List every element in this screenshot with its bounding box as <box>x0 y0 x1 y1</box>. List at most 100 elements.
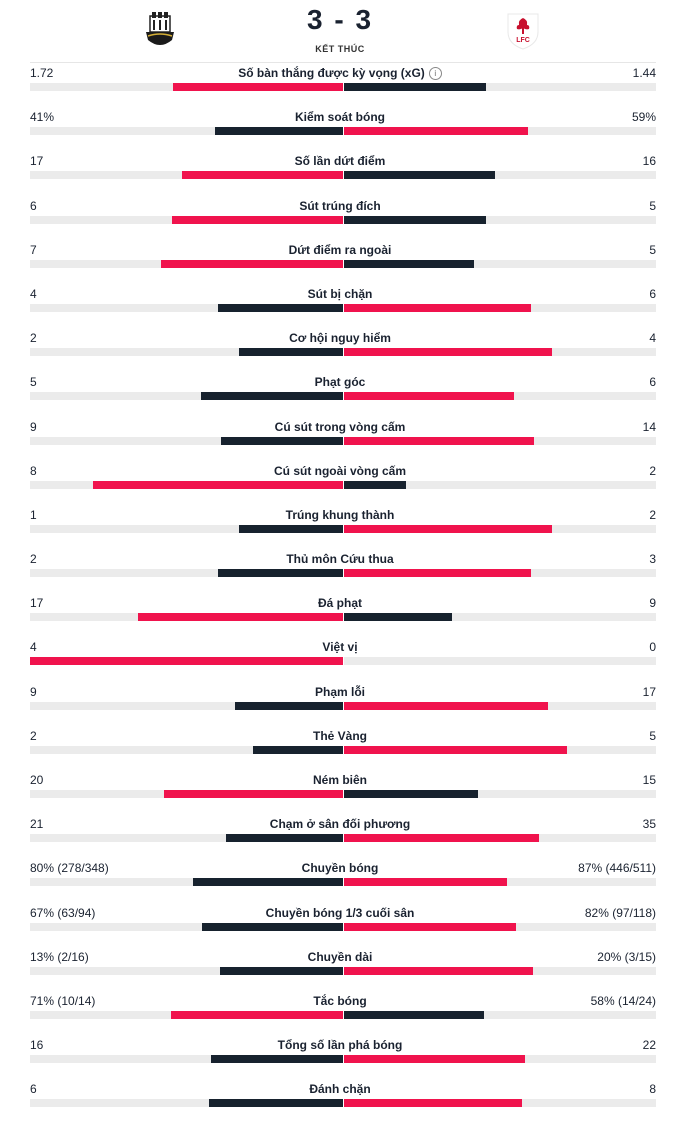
away-bar-track <box>344 922 656 931</box>
home-value: 20 <box>30 773 44 787</box>
home-bar-fill <box>200 392 343 401</box>
stat-label-text: Đánh chặn <box>309 1082 371 1097</box>
home-bar-track <box>30 834 343 843</box>
away-bar-fill <box>344 701 549 710</box>
stat-row: 17 Số lần dứt điểm 16 <box>0 152 680 196</box>
home-bar-track <box>30 524 343 533</box>
away-value: 87% (446/511) <box>578 861 656 876</box>
stat-label-text: Ném biên <box>312 773 367 787</box>
away-bar-track <box>344 436 656 445</box>
away-bar-fill <box>344 348 553 357</box>
home-bar-fill <box>92 480 343 489</box>
away-bar-fill <box>344 127 529 136</box>
stat-label: Đánh chặn <box>140 1082 540 1096</box>
home-value: 1.72 <box>30 66 54 80</box>
stat-label-text: Sút bị chặn <box>307 286 373 301</box>
home-value: 1 <box>30 507 37 522</box>
home-bar-track <box>30 569 343 578</box>
away-bar-fill <box>344 83 487 91</box>
stat-row: 8 Cú sút ngoài vòng cấm 2 <box>0 462 680 506</box>
stat-row: 1 Trúng khung thành 2 <box>0 506 680 550</box>
away-bar-track <box>344 127 656 136</box>
away-bar-fill <box>344 878 507 887</box>
stat-label: Cơ hội nguy hiểm <box>140 331 540 345</box>
stat-row: 6 Đánh chặn 8 <box>0 1080 680 1124</box>
stat-label-text: Cú sút ngoài vòng cấm <box>273 463 406 478</box>
away-bar-fill <box>344 303 532 312</box>
away-bar-fill <box>344 436 534 445</box>
away-value: 14 <box>642 419 656 434</box>
home-value: 8 <box>30 463 37 478</box>
home-value: 9 <box>30 684 37 699</box>
home-value: 4 <box>30 640 37 655</box>
away-value: 58% (14/24) <box>590 993 656 1008</box>
home-bar-fill <box>172 83 343 91</box>
away-value: 4 <box>649 331 656 346</box>
away-bar-track <box>344 171 656 180</box>
home-bar-track <box>30 790 343 798</box>
liverpool-crest-text: LFC <box>516 37 530 44</box>
away-value: 16 <box>642 154 656 169</box>
away-value: 3 <box>649 552 656 567</box>
stat-row: 5 Phạt góc 6 <box>0 373 680 417</box>
stat-row: 6 Sút trúng đích 5 <box>0 197 680 241</box>
home-value: 67% (63/94) <box>30 905 96 920</box>
home-value: 17 <box>30 596 44 611</box>
away-bar-fill <box>344 613 452 622</box>
stat-label: Tổng số lần phá bóng <box>140 1038 540 1052</box>
home-bar-track <box>30 701 343 710</box>
home-bar-fill <box>208 1099 343 1108</box>
home-bar-fill <box>202 922 343 931</box>
away-bar-track <box>344 392 656 401</box>
stat-label-text: Chuyền bóng <box>301 861 379 876</box>
stat-row: 41% Kiểm soát bóng 59% <box>0 108 680 152</box>
stat-row: 21 Chạm ở sân đối phương 35 <box>0 815 680 859</box>
stat-label-text: Thẻ Vàng <box>312 728 367 743</box>
away-value: 82% (97/118) <box>584 905 656 920</box>
home-value: 6 <box>30 198 37 213</box>
home-bar-track <box>30 966 343 975</box>
away-bar-track <box>344 745 656 754</box>
home-bar-track <box>30 480 343 489</box>
home-bar-track <box>30 878 343 887</box>
info-icon[interactable]: i <box>428 67 442 80</box>
stat-row: 9 Cú sút trong vòng cấm 14 <box>0 418 680 462</box>
away-value: 17 <box>642 684 656 699</box>
header-divider <box>30 62 656 63</box>
away-bar-track <box>344 83 656 91</box>
home-bar-fill <box>30 657 343 666</box>
stat-row: 4 Việt vị 0 <box>0 638 680 682</box>
stat-label-text: Chuyền bóng 1/3 cuối sân <box>265 905 415 920</box>
stat-label-text: Tổng số lần phá bóng <box>277 1038 403 1053</box>
away-value: 20% (3/15) <box>597 949 656 964</box>
away-bar-track <box>344 259 656 268</box>
stat-row: 16 Tổng số lần phá bóng 22 <box>0 1036 680 1080</box>
stat-label-text: Số lần dứt điểm <box>294 154 386 169</box>
away-bar-track <box>344 348 656 357</box>
stat-label-text: Phạt góc <box>314 375 366 390</box>
stat-row: 7 Dứt điểm ra ngoài 5 <box>0 241 680 285</box>
away-value: 0 <box>649 640 656 655</box>
stat-row: 2 Thủ môn Cứu thua 3 <box>0 550 680 594</box>
home-bar-track <box>30 1010 343 1019</box>
home-value: 17 <box>30 154 44 169</box>
home-bar-fill <box>220 436 343 445</box>
away-bar-fill <box>344 392 515 401</box>
home-bar-fill <box>211 1055 343 1064</box>
stat-label: Tắc bóng <box>140 994 540 1008</box>
stat-label-text: Chuyền dài <box>307 949 373 964</box>
away-value: 2 <box>649 507 656 522</box>
stat-row: 20 Ném biên 15 <box>0 771 680 815</box>
away-value: 59% <box>631 110 656 125</box>
stat-label: Sút bị chặn <box>140 287 540 301</box>
home-bar-track <box>30 83 343 91</box>
liverpool-crest-icon[interactable]: LFC <box>505 10 541 50</box>
stat-label-text: Đá phạt <box>317 596 362 611</box>
away-bar-fill <box>344 524 553 533</box>
stat-label: Việt vị <box>140 640 540 654</box>
home-bar-track <box>30 745 343 754</box>
away-bar-track <box>344 790 656 798</box>
stat-label-text: Cú sút trong vòng cấm <box>274 419 406 434</box>
newcastle-crest-icon[interactable] <box>142 10 178 50</box>
home-bar-track <box>30 259 343 268</box>
